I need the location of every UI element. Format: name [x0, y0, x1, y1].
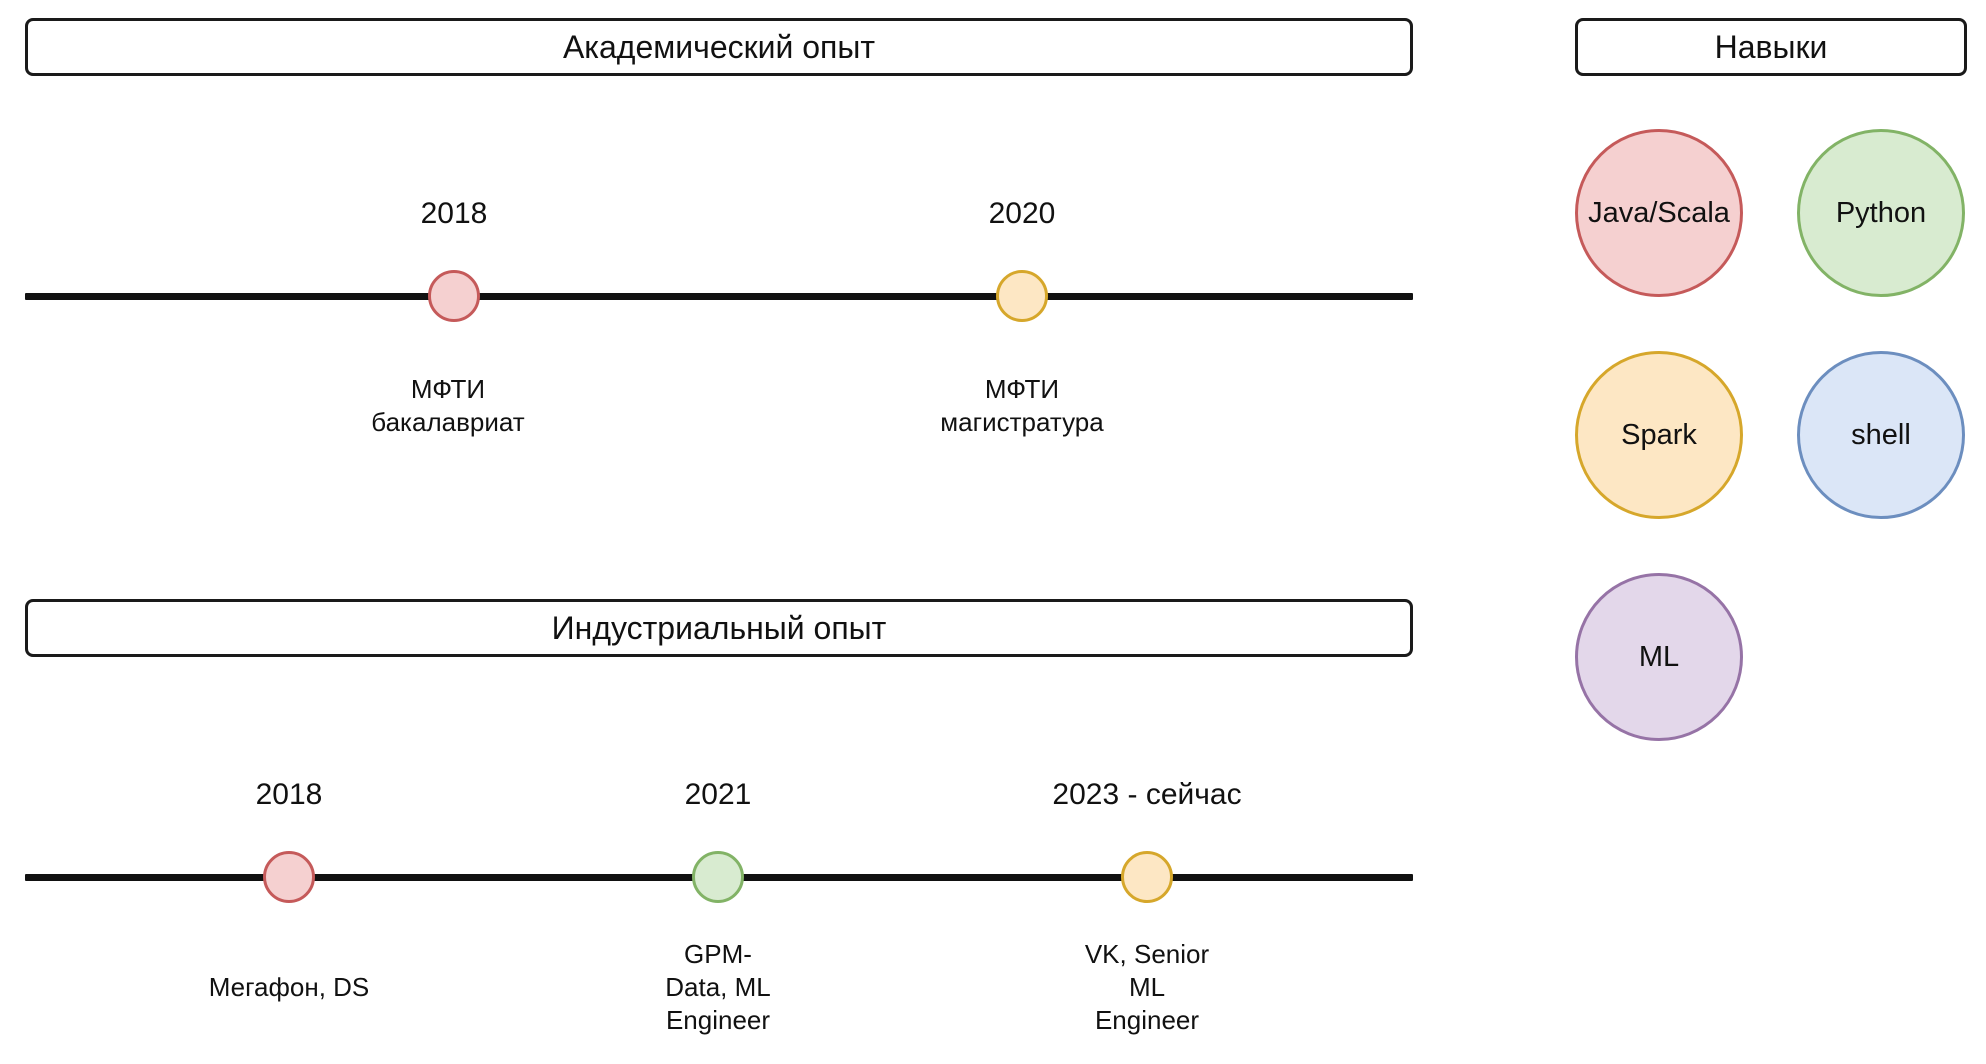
academic-milestone-2018[interactable]: [428, 270, 480, 322]
skill-python[interactable]: Python: [1797, 129, 1965, 297]
skill-ml[interactable]: ML: [1575, 573, 1743, 741]
skills-header: Навыки: [1575, 18, 1967, 76]
industrial-milestone-2021[interactable]: [692, 851, 744, 903]
academic-experience-header: Академический опыт: [25, 18, 1413, 76]
industrial-year-2023: 2023 - сейчас: [1052, 778, 1242, 811]
industrial-experience-header: Индустриальный опыт: [25, 599, 1413, 657]
skill-java-scala[interactable]: Java/Scala: [1575, 129, 1743, 297]
academic-event-2020-desc: МФТИ магистратура: [940, 374, 1104, 437]
industrial-milestone-2018[interactable]: [263, 851, 315, 903]
skill-spark[interactable]: Spark: [1575, 351, 1743, 519]
industrial-event-2021-desc: GPM- Data, ML Engineer: [665, 939, 771, 1035]
industrial-event-2018-desc: Мегафон, DS: [208, 972, 370, 1002]
academic-event-2018-desc: МФТИ бакалавриат: [371, 374, 525, 437]
academic-year-2020: 2020: [988, 197, 1056, 230]
skill-shell[interactable]: shell: [1797, 351, 1965, 519]
industrial-year-2018: 2018: [255, 778, 323, 811]
industrial-year-2021: 2021: [684, 778, 752, 811]
industrial-event-2023-desc: VK, Senior ML Engineer: [1084, 939, 1210, 1035]
academic-timeline-line: [25, 293, 1413, 300]
academic-year-2018: 2018: [420, 197, 488, 230]
industrial-milestone-2023[interactable]: [1121, 851, 1173, 903]
academic-milestone-2020[interactable]: [996, 270, 1048, 322]
